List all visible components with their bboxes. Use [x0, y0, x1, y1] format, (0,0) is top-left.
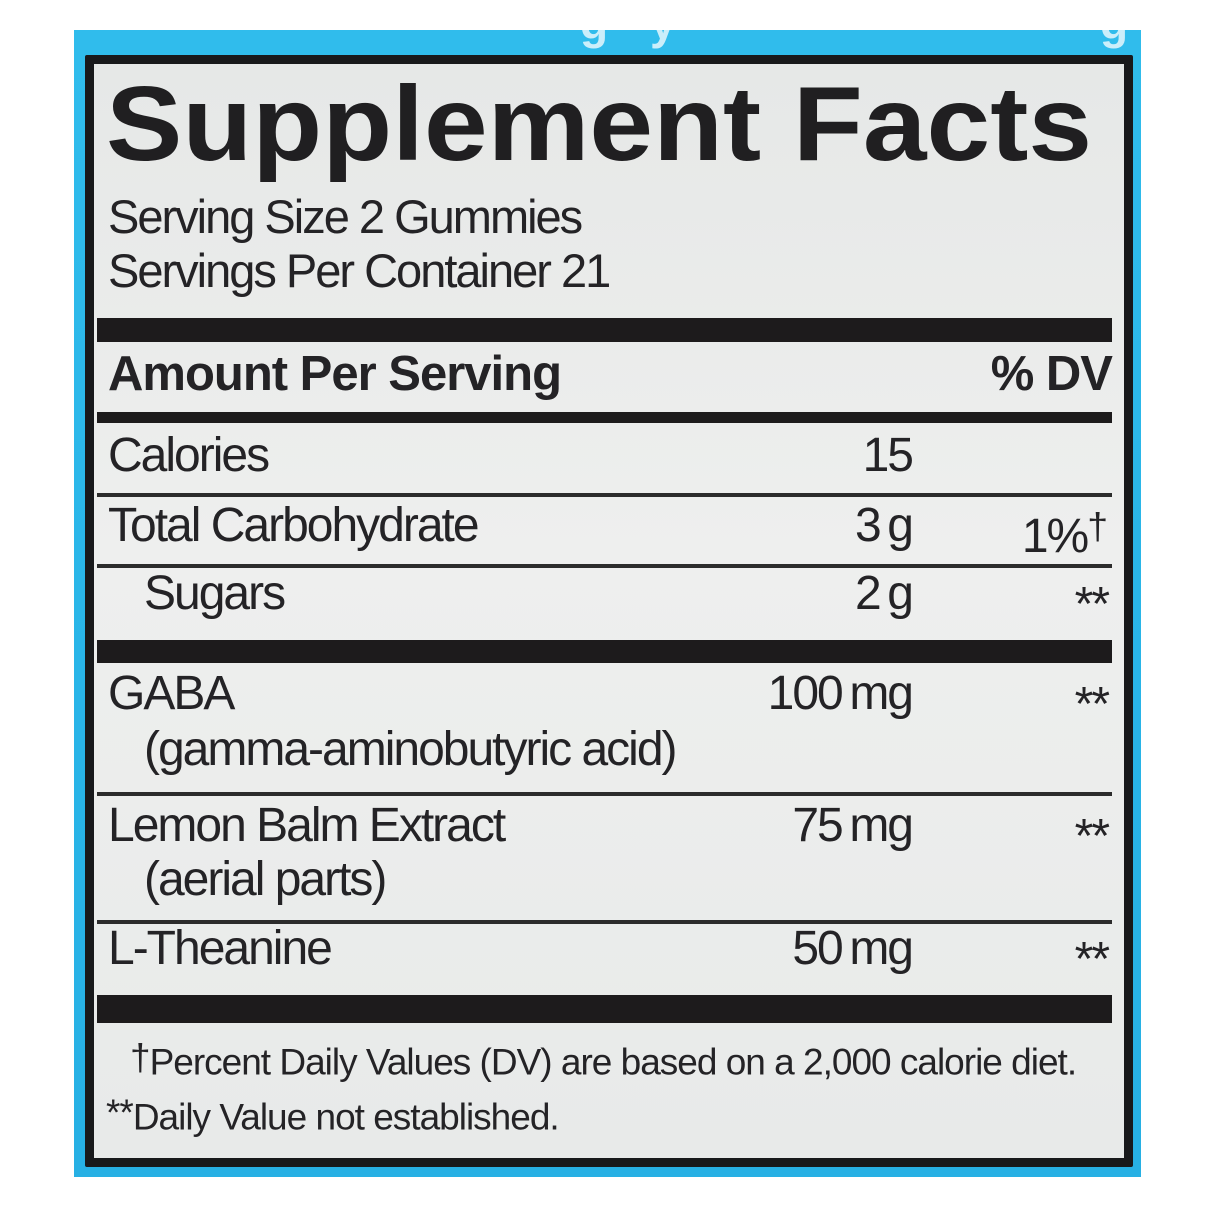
- clipped-letter-fragment: y: [650, 30, 676, 50]
- serving-info: Serving Size 2 Gummies Servings Per Cont…: [108, 190, 611, 298]
- table-row: Calories 15: [108, 432, 1112, 480]
- table-row: Lemon Balm Extract 75 mg **: [108, 799, 1112, 864]
- nutrient-amount: 50 mg: [792, 922, 914, 975]
- table-row: GABA 100 mg **: [108, 667, 1112, 732]
- dagger-superscript: †: [1087, 505, 1108, 547]
- package-cyan-panel: g y g Supplement Facts Serving Size 2 Gu…: [74, 30, 1141, 1177]
- hairline-divider: [97, 792, 1112, 796]
- nutrient-dv: **: [1074, 810, 1110, 864]
- nutrient-amount: 3 g: [855, 499, 914, 552]
- nutrient-subname: (gamma-aminobutyric acid): [144, 723, 678, 776]
- thick-divider-bar: [97, 995, 1112, 1023]
- thick-divider-bar: [97, 318, 1112, 342]
- servings-per-container: Servings Per Container 21: [108, 244, 611, 297]
- nutrient-dv: 1%†: [1021, 505, 1108, 564]
- medium-divider-bar: [97, 412, 1112, 423]
- hairline-divider: [97, 564, 1112, 568]
- nutrient-amount: 15: [862, 429, 914, 482]
- footnote-not-established: **Daily Value not established.: [106, 1092, 560, 1138]
- nutrient-dv: **: [1074, 678, 1110, 732]
- label-title: Supplement Facts: [106, 65, 1093, 183]
- nutrient-name: Lemon Balm Extract: [108, 799, 506, 852]
- nutrient-dv: **: [1074, 933, 1110, 987]
- thick-divider-bar: [97, 640, 1112, 663]
- nutrient-name: Calories: [108, 429, 270, 482]
- nutrient-amount: 75 mg: [792, 799, 914, 852]
- table-row: Total Carbohydrate 3 g 1%†: [108, 499, 1112, 564]
- nutrient-amount: 100 mg: [767, 667, 914, 720]
- clipped-letter-fragment: g: [1100, 30, 1128, 50]
- supplement-facts-label: Supplement Facts Serving Size 2 Gummies …: [85, 55, 1133, 1167]
- nutrient-subname: (aerial parts): [144, 853, 387, 906]
- header-percent-dv: % DV: [990, 347, 1113, 401]
- nutrient-name: GABA: [108, 667, 235, 720]
- nutrient-dv: [912, 432, 1112, 480]
- asterisk-marker: **: [106, 1092, 134, 1133]
- table-row: Sugars 2 g **: [108, 567, 1112, 632]
- hairline-divider: [97, 920, 1112, 924]
- dagger-marker: †: [130, 1037, 151, 1078]
- nutrient-name: Sugars: [144, 567, 286, 620]
- table-row: L-Theanine 50 mg **: [108, 922, 1112, 987]
- clipped-letter-fragment: g: [580, 30, 608, 50]
- nutrient-dv: **: [1074, 578, 1110, 632]
- serving-size: Serving Size 2 Gummies: [108, 190, 583, 243]
- header-amount-per-serving: Amount Per Serving: [108, 347, 562, 401]
- table-header: Amount Per Serving % DV: [108, 347, 1113, 401]
- hairline-divider: [97, 493, 1112, 497]
- footnote-daily-values: †Percent Daily Values (DV) are based on …: [130, 1037, 1077, 1083]
- nutrient-name: L-Theanine: [108, 922, 333, 975]
- nutrient-name: Total Carbohydrate: [108, 499, 480, 552]
- nutrient-amount: 2 g: [855, 567, 914, 620]
